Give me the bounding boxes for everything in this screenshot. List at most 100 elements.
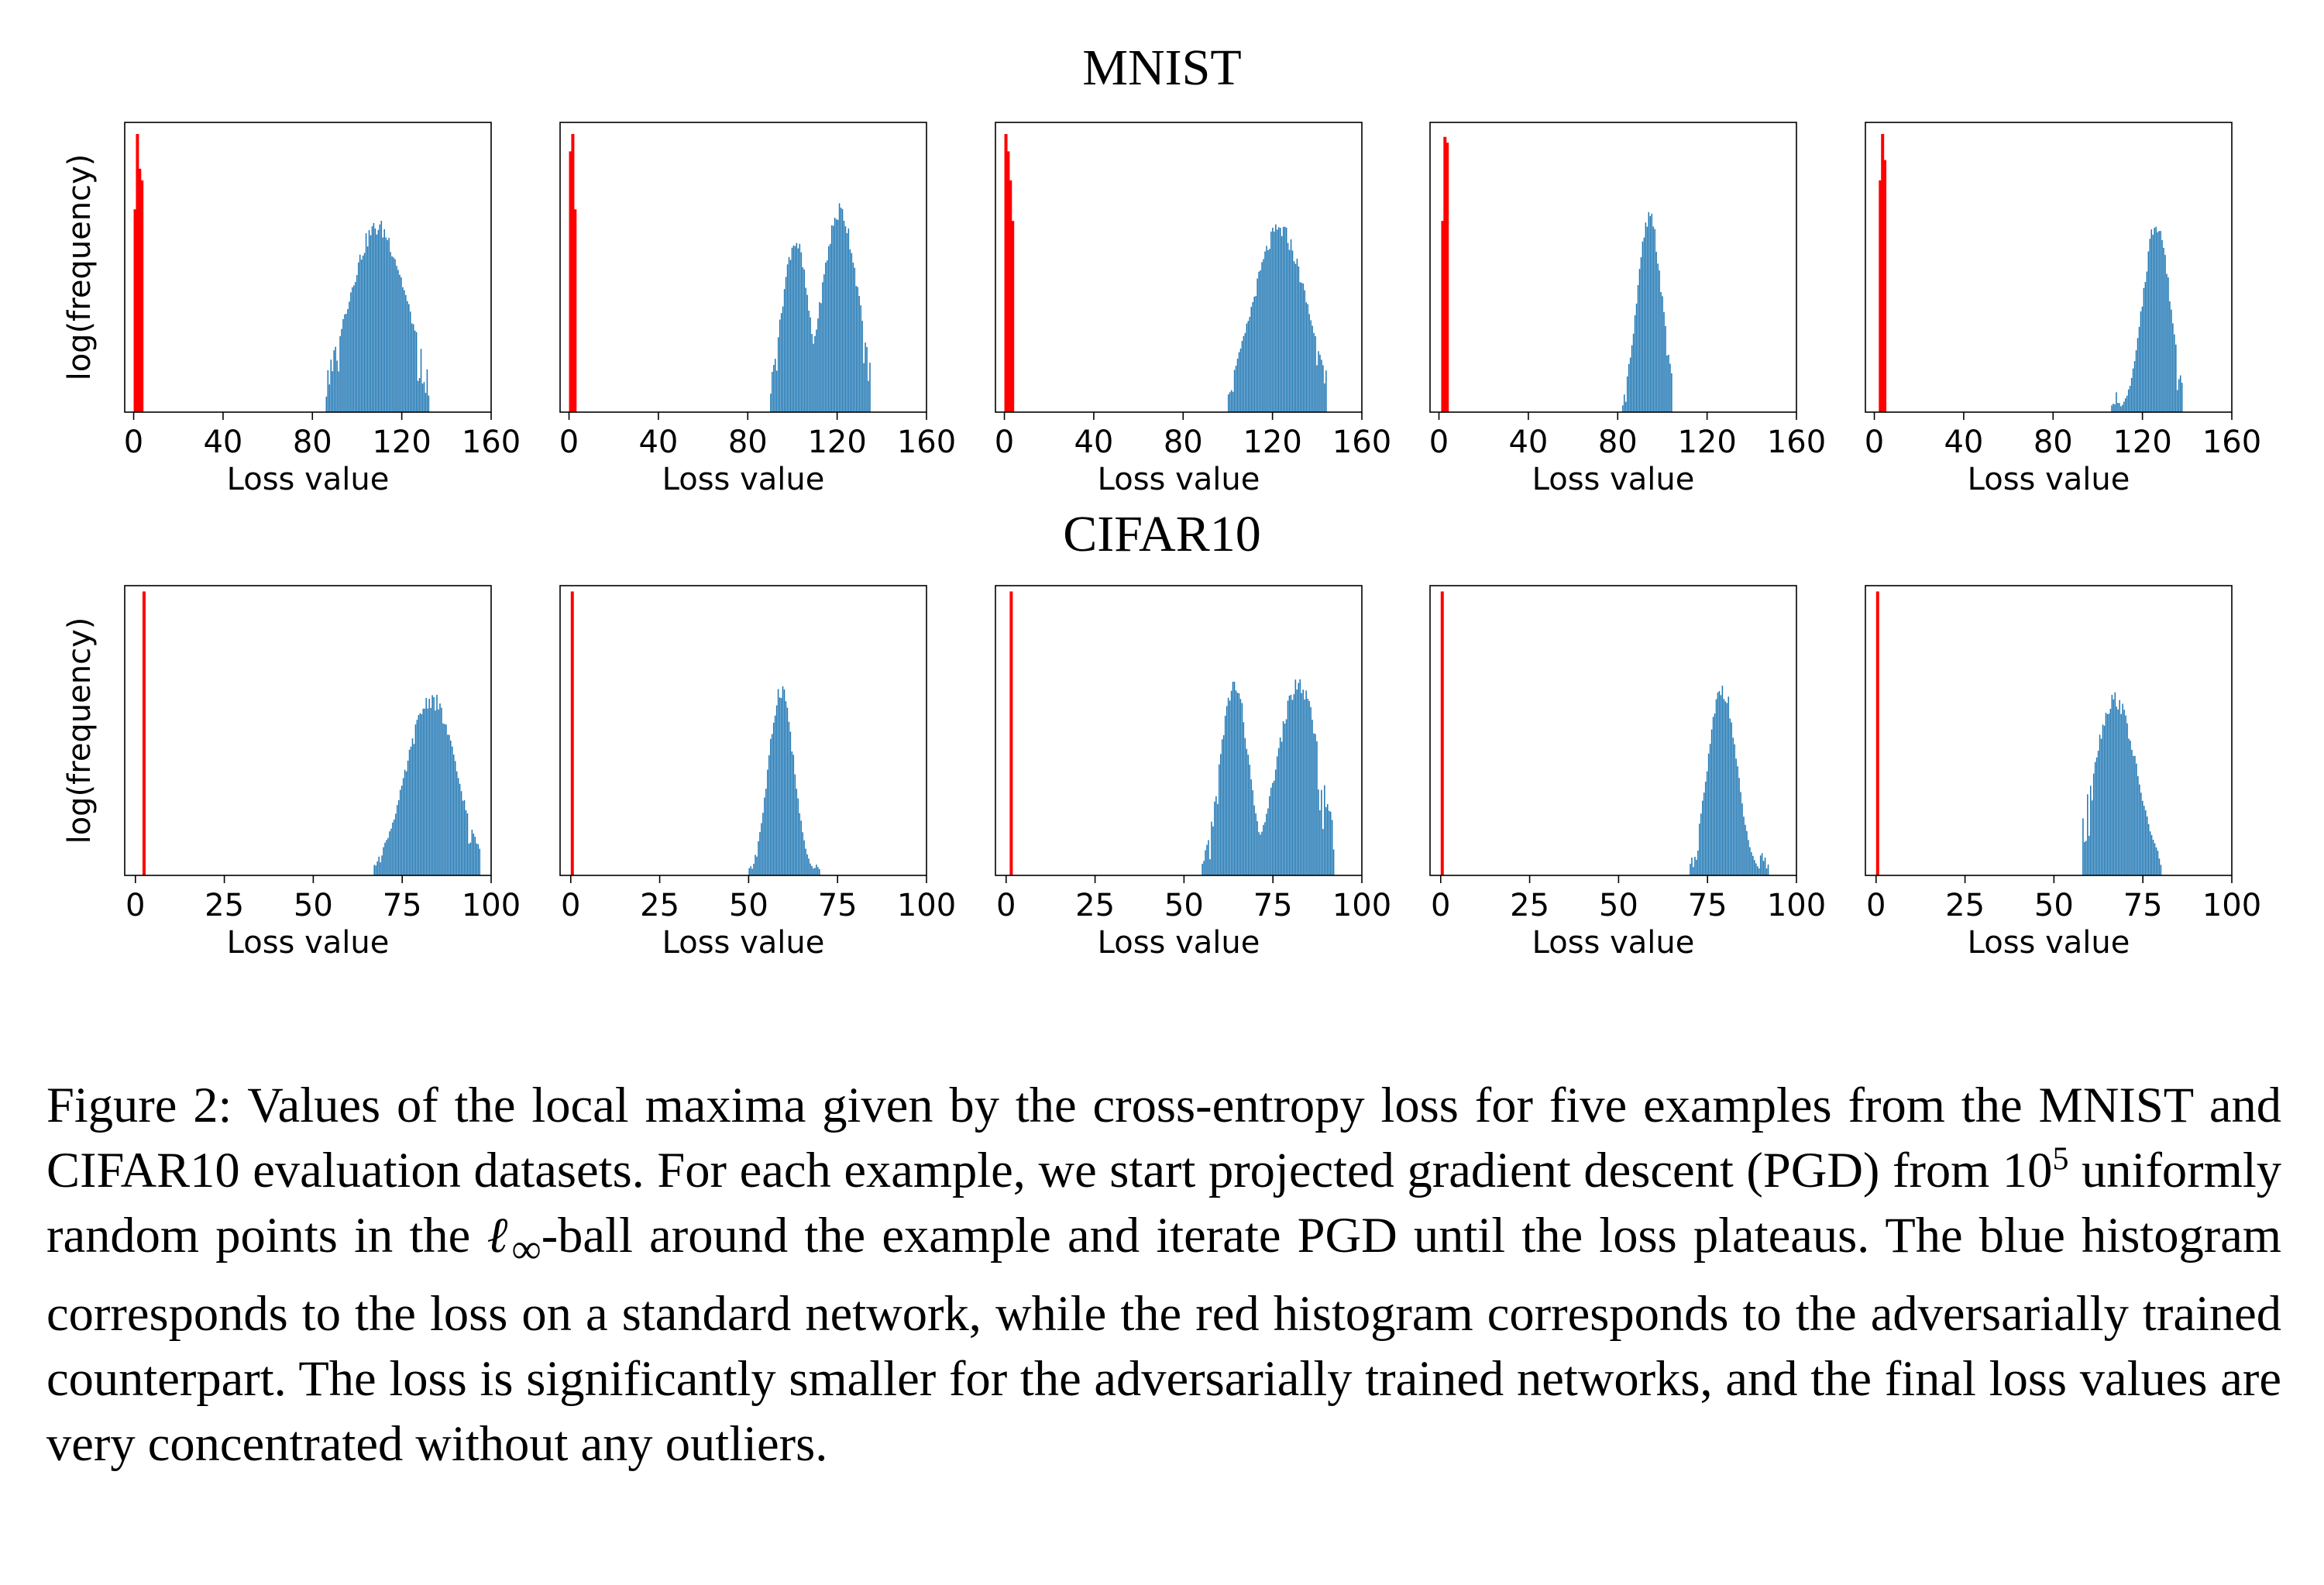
x-tick-label: 40 [638, 425, 678, 460]
blue-histogram-bar [819, 868, 820, 875]
blue-histogram-bar [1702, 800, 1703, 875]
blue-histogram-bar [1329, 811, 1332, 875]
blue-histogram-bar [2114, 404, 2116, 412]
blue-histogram-bar [349, 301, 350, 412]
blue-histogram-bar [1643, 237, 1645, 412]
blue-histogram-bar [2149, 239, 2151, 412]
blue-histogram-bar [460, 791, 462, 875]
x-tick-label: 40 [203, 425, 242, 460]
blue-histogram-bar [2155, 226, 2157, 412]
blue-histogram-bar [1235, 690, 1237, 875]
blue-histogram-bar [1694, 856, 1696, 875]
red-histogram-bar [1881, 133, 1885, 412]
blue-histogram-bar [1754, 860, 1755, 875]
blue-histogram-bar [1258, 271, 1260, 412]
red-histogram-bar [571, 133, 575, 412]
blue-histogram-bar [439, 703, 441, 875]
blue-histogram-bar [1233, 370, 1236, 412]
blue-histogram-bar [1287, 242, 1289, 412]
blue-histogram-bar [779, 697, 781, 875]
blue-histogram-bar [1291, 250, 1294, 412]
blue-histogram-bar [433, 696, 435, 875]
axes-frame [559, 585, 927, 876]
blue-histogram-bar [1277, 227, 1280, 412]
blue-histogram-bar [1249, 765, 1250, 875]
blue-histogram-bar [2163, 247, 2164, 412]
blue-histogram-bar [2141, 800, 2144, 875]
blue-histogram-bar [1246, 323, 1248, 412]
blue-histogram-bar [402, 287, 404, 412]
blue-histogram-bar [1718, 691, 1721, 875]
blue-histogram-bar [1224, 715, 1226, 875]
x-axis-label: Loss value [662, 925, 825, 961]
blue-histogram-bar [459, 783, 461, 875]
blue-histogram-bar [1745, 824, 1746, 875]
blue-histogram-bar [1261, 262, 1263, 412]
blue-histogram-bar [1758, 868, 1760, 875]
blue-histogram-bar [2126, 395, 2128, 412]
blue-histogram-bar [1699, 823, 1700, 875]
blue-histogram-bar [389, 831, 390, 875]
blue-histogram-bar [2119, 700, 2120, 875]
blue-histogram-bar [1751, 852, 1752, 875]
blue-histogram-bar [473, 833, 475, 875]
blue-histogram-bar [2152, 234, 2154, 412]
blue-histogram-bar [1281, 741, 1283, 875]
blue-histogram-bar [772, 372, 773, 412]
blue-histogram-bar [1241, 703, 1243, 875]
red-histogram-bar [1004, 133, 1008, 412]
blue-histogram-bar [463, 799, 466, 875]
blue-histogram-bar [1318, 789, 1319, 875]
blue-histogram-bar [796, 242, 798, 412]
histogram-panel: 0 40 80 120 160 Loss value log(frequency) [62, 122, 521, 497]
blue-histogram-bar [1315, 335, 1316, 412]
blue-histogram-bar [2128, 738, 2130, 875]
blue-histogram-bar [1236, 693, 1239, 875]
blue-histogram-bar [1243, 335, 1245, 412]
x-tick-label: 80 [2033, 425, 2073, 460]
blue-histogram-bar [1239, 348, 1242, 412]
blue-histogram-bar [2139, 784, 2140, 875]
blue-histogram-bar [451, 746, 453, 875]
blue-histogram-bar [365, 233, 367, 412]
blue-histogram-bar [419, 713, 421, 875]
blue-histogram-bar [1238, 352, 1240, 412]
blue-histogram-bar [450, 740, 452, 875]
blue-histogram-bar [2123, 710, 2125, 875]
blue-histogram-bar [832, 225, 834, 412]
blue-histogram-bar [1203, 861, 1205, 875]
blue-histogram-bar [2147, 823, 2150, 875]
blue-histogram-bar [1671, 373, 1673, 412]
blue-histogram-bar [418, 715, 420, 875]
blue-histogram-bar [1229, 392, 1231, 412]
blue-histogram-bar [401, 277, 402, 412]
blue-histogram-bar [428, 699, 430, 875]
mnist-row-title: MNIST [1082, 40, 1242, 96]
blue-histogram-bar [469, 842, 472, 875]
blue-histogram-bar [394, 259, 396, 412]
blue-histogram-bar [1299, 679, 1301, 875]
blue-histogram-bar [474, 837, 476, 875]
x-tick-label: 160 [462, 425, 521, 460]
x-tick-label: 100 [2202, 888, 2261, 923]
blue-histogram-bar [1331, 820, 1333, 875]
blue-histogram-bar [802, 832, 803, 875]
blue-histogram-bar [1246, 748, 1248, 875]
axes-frame [1865, 585, 2233, 876]
blue-histogram-bar [802, 266, 804, 412]
blue-histogram-bar [2120, 713, 2122, 875]
blue-histogram-bar [1290, 239, 1292, 412]
blue-histogram-bar [2122, 703, 2123, 875]
blue-histogram-bar [465, 810, 467, 875]
blue-histogram-bar [1302, 283, 1305, 412]
blue-histogram-bar [2143, 287, 2145, 412]
red-histogram-bar [138, 168, 142, 412]
blue-histogram-bar [1756, 866, 1758, 875]
blue-histogram-bar [1631, 345, 1633, 412]
x-axis-label: Loss value [1532, 462, 1695, 497]
blue-histogram-bar [1206, 844, 1208, 875]
blue-histogram-bar [1732, 737, 1734, 875]
blue-histogram-bar [2113, 404, 2114, 412]
blue-histogram-bar [1654, 229, 1655, 412]
blue-histogram-bar [846, 233, 848, 412]
